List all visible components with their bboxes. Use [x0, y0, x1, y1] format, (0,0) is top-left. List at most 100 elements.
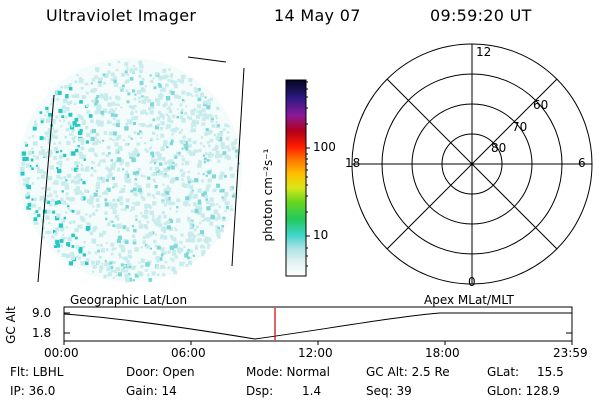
speckle	[120, 208, 123, 211]
speckle	[83, 119, 86, 123]
speckle	[166, 107, 169, 110]
speckle	[86, 258, 90, 262]
speckle	[192, 238, 196, 242]
speckle	[185, 105, 188, 108]
speckle	[221, 217, 226, 222]
speckle	[117, 235, 122, 240]
speckle	[64, 237, 67, 240]
speckle	[156, 123, 160, 127]
speckle	[99, 270, 102, 274]
speckle	[196, 110, 199, 114]
speckle	[66, 242, 71, 247]
speckle	[71, 94, 75, 98]
speckle	[108, 96, 112, 100]
speckle	[68, 112, 73, 117]
speckle	[67, 173, 72, 179]
speckle	[37, 176, 40, 180]
speckle	[40, 136, 44, 140]
speckle	[92, 78, 96, 82]
speckle	[201, 219, 204, 222]
speckle	[46, 110, 50, 114]
speckle	[209, 168, 213, 172]
colorbar-tick-100: 100	[313, 140, 336, 154]
speckle	[216, 203, 219, 206]
speckle	[91, 88, 96, 93]
speckle	[125, 122, 129, 126]
speckle	[226, 131, 230, 134]
speckle	[108, 152, 111, 155]
speckle	[198, 237, 202, 242]
speckle	[101, 180, 105, 184]
speckle	[207, 243, 211, 247]
speckle	[86, 110, 90, 114]
speckle	[188, 236, 192, 240]
speckle	[45, 215, 50, 220]
speckle	[198, 205, 202, 209]
speckle	[112, 209, 117, 215]
speckle	[129, 210, 132, 213]
speckle	[63, 153, 67, 157]
speckle	[155, 190, 160, 195]
speckle	[136, 201, 140, 206]
speckle	[62, 200, 67, 205]
speckle	[156, 138, 159, 141]
speckle	[112, 117, 116, 121]
speckle	[205, 174, 208, 177]
speckle	[94, 102, 98, 106]
speckle	[104, 198, 108, 202]
speckle	[201, 117, 206, 121]
speckle	[212, 203, 216, 207]
speckle	[154, 158, 158, 163]
speckle	[31, 198, 34, 201]
timeline-frame	[63, 306, 573, 342]
speckle	[101, 152, 105, 156]
speckle	[164, 203, 168, 207]
speckle	[98, 83, 102, 87]
speckle	[150, 102, 155, 107]
speckle	[139, 81, 144, 86]
speckle	[68, 221, 72, 225]
speckle	[116, 150, 120, 154]
speckle	[235, 154, 239, 159]
dsp-value: 1.4	[302, 384, 322, 398]
speckle	[89, 196, 94, 201]
speckle	[147, 99, 152, 103]
speckle	[118, 252, 122, 256]
speckle	[140, 174, 144, 177]
speckle	[115, 151, 118, 154]
speckle	[71, 136, 75, 141]
lat-label-70: 70	[512, 120, 528, 134]
speckle	[124, 174, 128, 178]
speckle	[101, 113, 105, 117]
speckle	[67, 207, 70, 210]
speckle	[134, 214, 138, 218]
speckle	[160, 133, 165, 138]
speckle	[37, 213, 41, 218]
speckle	[203, 191, 207, 195]
speckle	[115, 103, 118, 106]
speckle	[78, 161, 81, 164]
speckle	[196, 149, 200, 153]
speckle	[76, 169, 79, 172]
speckle	[78, 151, 83, 157]
speckle	[47, 116, 52, 121]
speckle	[129, 77, 134, 81]
speckle	[71, 179, 75, 184]
speckle	[45, 106, 49, 110]
speckle	[47, 142, 51, 145]
speckle	[133, 97, 137, 101]
speckle	[197, 188, 202, 193]
speckle	[38, 150, 43, 156]
speckle	[88, 223, 92, 226]
speckle	[74, 176, 77, 179]
speckle	[106, 120, 111, 125]
speckle	[70, 197, 75, 202]
polar-grid	[351, 43, 593, 285]
speckle	[132, 240, 137, 245]
speckle	[78, 190, 83, 194]
speckle	[211, 116, 214, 119]
speckle	[206, 141, 210, 144]
speckle	[164, 260, 168, 264]
speckle	[94, 75, 98, 79]
speckle	[93, 169, 96, 172]
